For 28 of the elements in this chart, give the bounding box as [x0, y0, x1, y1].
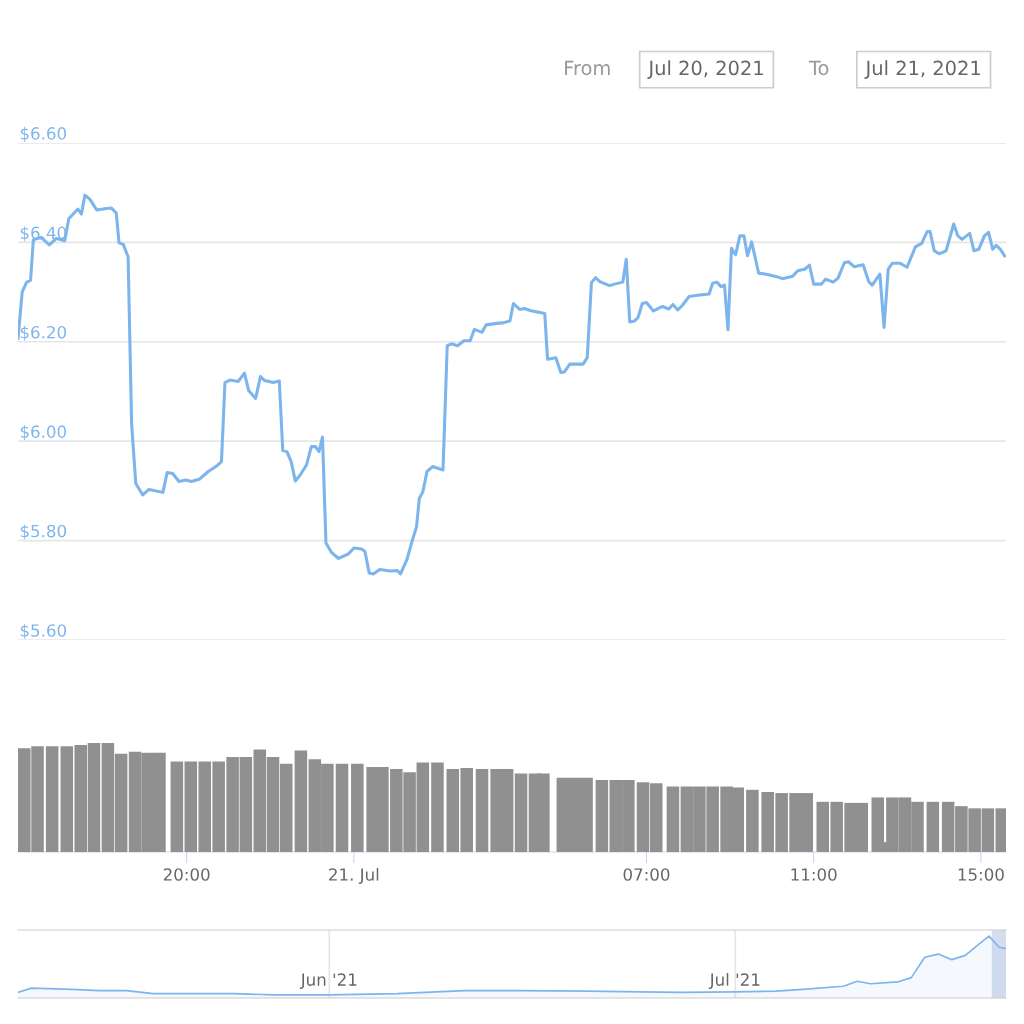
bar	[294, 750, 308, 852]
bar	[475, 769, 489, 852]
y-tick-label: $5.80	[20, 524, 67, 540]
y-tick-label: $5.60	[20, 623, 67, 639]
x-tick-label: Jun '21	[299, 973, 357, 989]
bar	[514, 773, 528, 852]
bar	[431, 762, 444, 852]
bar	[351, 763, 364, 852]
bar	[746, 789, 759, 852]
y-tick-label: $6.20	[20, 325, 67, 341]
bar	[595, 779, 609, 852]
text: Jul 21, 2021	[864, 60, 980, 79]
x-tick-label: 07:00	[623, 868, 670, 881]
y-tick-label: $6.60	[20, 126, 67, 142]
bar	[335, 763, 349, 852]
x-tick-label: Jul '21	[708, 972, 760, 989]
bar	[666, 786, 680, 852]
x-tick-label: 20:00	[163, 868, 210, 881]
text: Jul 20, 2021	[647, 60, 763, 79]
text: From	[565, 60, 610, 76]
y-tick-label: $6.00	[20, 425, 67, 441]
x-tick-label: 11:00	[791, 868, 837, 881]
x-tick-label: 21. Jul	[329, 867, 379, 884]
text: To	[808, 60, 829, 76]
x-tick-label: 15:00	[958, 868, 1004, 881]
bar	[170, 761, 184, 852]
bar	[926, 801, 940, 852]
bar	[45, 746, 59, 852]
